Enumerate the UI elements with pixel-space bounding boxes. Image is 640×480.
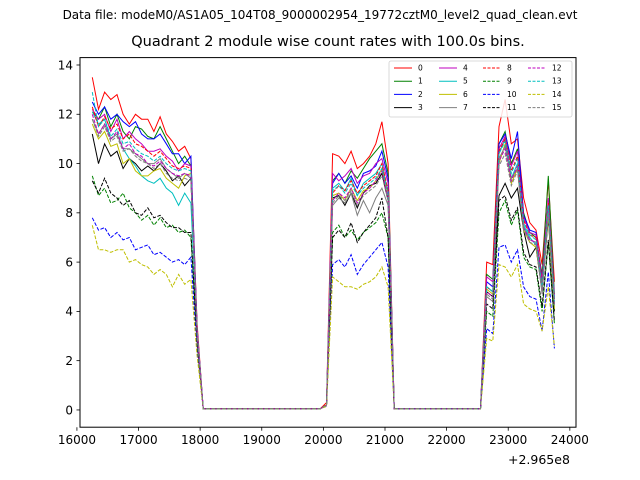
legend-label-14: 14 [552, 90, 562, 99]
series-line-5 [91, 111, 555, 410]
y-tick-label: 4 [65, 305, 73, 319]
legend-label-15: 15 [552, 103, 562, 112]
y-tick-label: 0 [65, 403, 73, 417]
plot-lines [91, 77, 555, 410]
series-line-11 [91, 176, 555, 410]
chart-title: Quadrant 2 module wise count rates with … [131, 34, 525, 50]
legend-label-7: 7 [463, 103, 468, 112]
legend-label-8: 8 [507, 64, 512, 73]
y-tick-label: 2 [65, 354, 73, 368]
y-axis: 0 2 4 6 8 10 12 14 [58, 58, 80, 417]
x-offset-label: +2.965e8 [508, 452, 570, 467]
y-tick-label: 12 [58, 108, 73, 122]
x-tick-label: 24000 [551, 433, 589, 447]
x-tick-label: 21000 [366, 433, 404, 447]
x-tick-label: 18000 [181, 433, 219, 447]
series-line-4 [91, 109, 555, 410]
series-line-15 [91, 119, 555, 410]
series-line-1 [91, 105, 555, 410]
x-tick-label: 23000 [489, 433, 527, 447]
legend-label-12: 12 [552, 64, 562, 73]
y-tick-label: 14 [58, 58, 73, 72]
series-line-8 [91, 106, 555, 410]
x-tick-label: 20000 [304, 433, 342, 447]
legend-label-0: 0 [418, 64, 423, 73]
x-tick-label: 19000 [243, 433, 281, 447]
legend-box [388, 60, 573, 118]
legend-label-6: 6 [463, 90, 468, 99]
x-tick-label: 16000 [58, 433, 96, 447]
legend-label-2: 2 [418, 90, 423, 99]
series-line-2 [91, 101, 555, 410]
axes-frame [79, 57, 577, 428]
x-axis: 16000 17000 18000 19000 20000 21000 22000 23000… [58, 427, 589, 447]
figure-suptitle: Data file: modeM0/AS1A05_104T08_90000029… [62, 8, 578, 22]
legend-label-10: 10 [507, 90, 517, 99]
y-tick-label: 8 [65, 206, 73, 220]
legend-label-4: 4 [463, 64, 468, 73]
legend-label-3: 3 [418, 103, 423, 112]
y-tick-label: 6 [65, 255, 73, 269]
x-tick-label: 17000 [119, 433, 157, 447]
y-tick-label: 10 [58, 157, 73, 171]
legend-label-9: 9 [507, 77, 512, 86]
legend-label-13: 13 [552, 77, 562, 86]
legend-label-5: 5 [463, 77, 468, 86]
legend-label-1: 1 [418, 77, 423, 86]
legend-label-11: 11 [507, 103, 517, 112]
series-line-3 [91, 133, 555, 410]
x-tick-label: 22000 [428, 433, 466, 447]
series-line-12 [91, 114, 555, 410]
